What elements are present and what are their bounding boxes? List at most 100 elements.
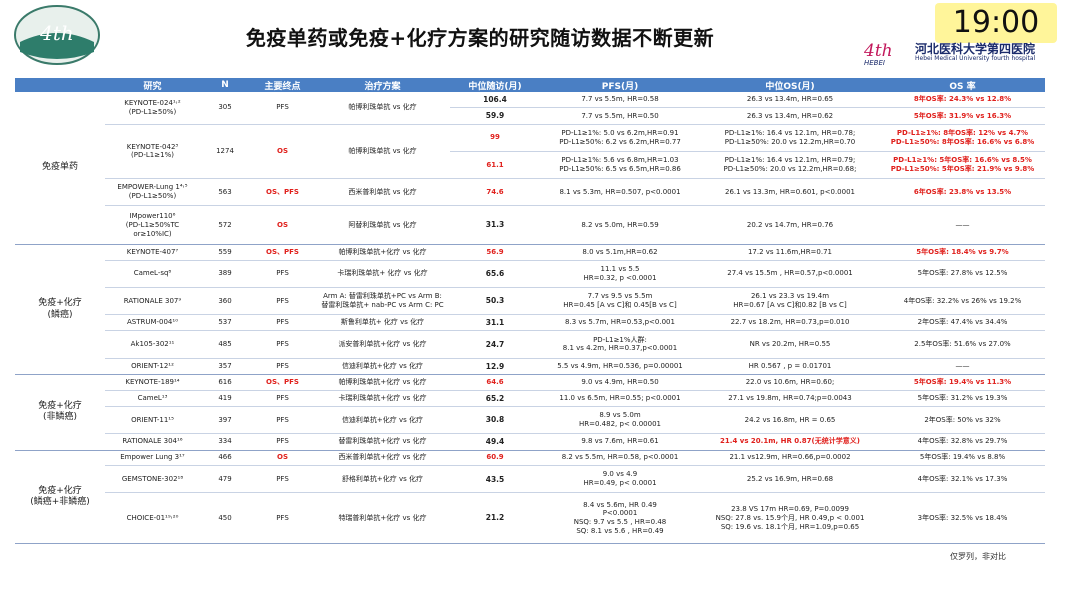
os-rate: —— [880, 205, 1045, 246]
study-name: EMPOWER-Lung 1⁴˒⁵ (PD-L1≥50%) [105, 178, 200, 207]
endpoint: PFS [250, 314, 315, 332]
median-os: 20.2 vs 14.7m, HR=0.76 [700, 205, 880, 246]
median-os: 22.0 vs 10.6m, HR=0.60; [700, 374, 880, 391]
group-cell: 免疫+化疗 (非鳞癌) [15, 374, 105, 451]
os-rate: 2年OS率: 50% vs 32% [880, 406, 1045, 435]
median-followup: 30.8 [450, 406, 540, 435]
regimen: 信迪利单抗+化疗 vs 化疗 [315, 358, 450, 375]
table-row: CameL¹³ 419 PFS 卡瑞利珠单抗+化疗 vs 化疗 65.2 11.0 vs … [15, 390, 1045, 407]
table-row: ASTRUM-004¹⁰ 537 PFS 斯鲁利单抗+ 化疗 vs 化疗 31.1 8.3… [15, 314, 1045, 332]
endpoint: OS、PFS [250, 178, 315, 207]
os-rate: 5年OS率: 18.4% vs 9.7% [880, 244, 1045, 261]
logo: 4th [14, 5, 100, 65]
sample-size: 334 [200, 433, 250, 451]
median-os: 17.2 vs 11.6m,HR=0.71 [700, 244, 880, 261]
regimen: 舒格利单抗+化疗 vs 化疗 [315, 465, 450, 494]
study-name: KEYNOTE-042³ (PD-L1≥1%) [105, 124, 200, 180]
header-cell [15, 78, 105, 92]
pfs: 8.2 vs 5.5m, HR=0.58, p<0.0001 [540, 450, 700, 467]
pfs: 8.0 vs 5.1m,HR=0.62 [540, 244, 700, 261]
table-row: 免疫+化疗 (鳞癌) KEYNOTE-407⁷ 559 OS、PFS 帕博利珠单抗+化疗… [15, 244, 1045, 375]
pfs: PD-L1≥1%人群: 8.1 vs 4.2m, HR=0.37,p<0.000… [540, 330, 700, 359]
endpoint: OS、PFS [250, 244, 315, 261]
median-followup: 24.7 [450, 330, 540, 359]
median-os: NR vs 20.2m, HR=0.55 [700, 330, 880, 359]
median-followup: 43.5 [450, 465, 540, 494]
median-followup: 59.9 [450, 107, 540, 125]
header-cell: 主要终点 [250, 78, 315, 92]
study-name: RATIONALE 307⁹ [105, 287, 200, 315]
median-os: 21.1 vs12.9m, HR=0.66,p=0.0002 [700, 450, 880, 467]
sample-size: 466 [200, 450, 250, 467]
regimen: 帕博利珠单抗+化疗 vs 化疗 [315, 374, 450, 391]
median-os: 27.1 vs 19.8m, HR=0.74;p=0.0043 [700, 390, 880, 407]
median-followup: 99 [450, 124, 540, 152]
median-followup: 60.9 [450, 450, 540, 467]
pfs: PD-L1≥1%: 5.0 vs 6.2m,HR=0.91 PD-L1≥50%:… [540, 124, 700, 152]
sample-size: 616 [200, 374, 250, 391]
regimen: 帕博利珠单抗+化疗 vs 化疗 [315, 244, 450, 261]
table-row: 免疫+化疗 (非鳞癌) KEYNOTE-189¹⁴ 616 OS、PFS 帕博利珠单抗+… [15, 374, 1045, 451]
table-row: GEMSTONE-302¹⁸ 479 PFS 舒格利单抗+化疗 vs 化疗 43.5 9.… [15, 465, 1045, 494]
regimen: 帕博利珠单抗 vs 化疗 [315, 124, 450, 180]
slide-title: 免疫单药或免疫+化疗方案的研究随访数据不断更新 [245, 26, 715, 50]
header-cell: 治疗方案 [315, 78, 450, 92]
regimen: 阿替利珠单抗 vs 化疗 [315, 205, 450, 246]
endpoint: PFS [250, 287, 315, 315]
header-cell: 中位OS(月) [700, 78, 880, 92]
pfs: 9.8 vs 7.6m, HR=0.61 [540, 433, 700, 451]
median-os: PD-L1≥1%: 16.4 vs 12.1m, HR=0.78; PD-L1≥… [700, 124, 880, 152]
pfs: 11.0 vs 6.5m, HR=0.55; p<0.0001 [540, 390, 700, 407]
study-name: KEYNOTE-407⁷ [105, 244, 200, 261]
svg-text:HEBEI: HEBEI [864, 59, 885, 66]
median-os: 24.2 vs 16.8m, HR = 0.65 [700, 406, 880, 435]
sample-size: 563 [200, 178, 250, 207]
table-row: 免疫单药 KEYNOTE-024¹˒² (PD-L1≥50%) 305 PFS 帕博利珠… [15, 92, 1045, 246]
endpoint: PFS [250, 406, 315, 435]
median-os: HR 0.567 , p = 0.01701 [700, 358, 880, 375]
os-rate: 5年OS率: 31.2% vs 19.3% [880, 390, 1045, 407]
study-name: CHOICE-01¹⁹˒²⁰ [105, 492, 200, 544]
os-rate: 5年OS率: 19.4% vs 11.3% [880, 374, 1045, 391]
sample-size: 479 [200, 465, 250, 494]
table-row: 59.9 7.7 vs 5.5m, HR=0.50 26.3 vs 13.4m, H… [15, 107, 1045, 125]
sample-size: 1274 [200, 124, 250, 180]
pfs: 7.7 vs 5.5m, HR=0.50 [540, 107, 700, 125]
table-row: 免疫+化疗 (鳞癌+非鳞癌) Empower Lung 3¹⁷ 466 OS 西米普利单… [15, 450, 1045, 545]
regimen: 帕博利珠单抗 vs 化疗 [315, 92, 450, 125]
endpoint: PFS [250, 433, 315, 451]
study-table: 研究 N 主要终点 治疗方案 中位随访(月) PFS(月) 中位OS(月) OS 率 免疫单药… [15, 78, 1045, 545]
pfs: 7.7 vs 5.5m, HR=0.58 [540, 92, 700, 109]
sample-size: 360 [200, 287, 250, 315]
endpoint: OS [250, 450, 315, 467]
sample-size: 357 [200, 358, 250, 375]
note: 仅罗列，非对比 [950, 552, 1006, 561]
header-row: 研究 N 主要终点 治疗方案 中位随访(月) PFS(月) 中位OS(月) OS 率 [15, 78, 1045, 92]
table-row: CHOICE-01¹⁹˒²⁰ 450 PFS 特瑞普利单抗+化疗 vs 化疗 21.2 8… [15, 492, 1045, 544]
endpoint: OS [250, 205, 315, 246]
clock: 19:00 [935, 3, 1057, 43]
regimen: 派安普利单抗+化疗 vs 化疗 [315, 330, 450, 359]
table-row: ORIENT-12¹² 357 PFS 信迪利单抗+化疗 vs 化疗 12.9 5.5 v… [15, 358, 1045, 375]
table-row: Ak105-302¹¹ 485 PFS 派安普利单抗+化疗 vs 化疗 24.7 PD-L… [15, 330, 1045, 359]
os-rate: PD-L1≥1%: 5年OS率: 16.6% vs 8.5% PD-L1≥50%… [880, 151, 1045, 180]
endpoint: OS、PFS [250, 374, 315, 391]
pfs: 5.5 vs 4.9m, HR=0.536, p=0.00001 [540, 358, 700, 375]
os-rate: 4年OS率: 32.8% vs 29.7% [880, 433, 1045, 451]
pfs: 8.2 vs 5.0m, HR=0.59 [540, 205, 700, 246]
median-followup: 65.2 [450, 390, 540, 407]
table-row: ORIENT-11¹⁵ 397 PFS 信迪利单抗+化疗 vs 化疗 30.8 8.9 v… [15, 406, 1045, 435]
regimen: 斯鲁利单抗+ 化疗 vs 化疗 [315, 314, 450, 332]
median-followup: 12.9 [450, 358, 540, 375]
os-rate: 6年OS率: 23.8% vs 13.5% [880, 178, 1045, 207]
median-os: 22.7 vs 18.2m, HR=0.73,p=0.010 [700, 314, 880, 332]
regimen: 替雷利珠单抗+化疗 vs 化疗 [315, 433, 450, 451]
median-followup: 49.4 [450, 433, 540, 451]
header-cell: N [200, 78, 250, 92]
median-followup: 21.2 [450, 492, 540, 544]
endpoint: PFS [250, 465, 315, 494]
pfs: 9.0 vs 4.9 HR=0.49, p< 0.0001 [540, 465, 700, 494]
study-name: Ak105-302¹¹ [105, 330, 200, 359]
sample-size: 305 [200, 92, 250, 125]
